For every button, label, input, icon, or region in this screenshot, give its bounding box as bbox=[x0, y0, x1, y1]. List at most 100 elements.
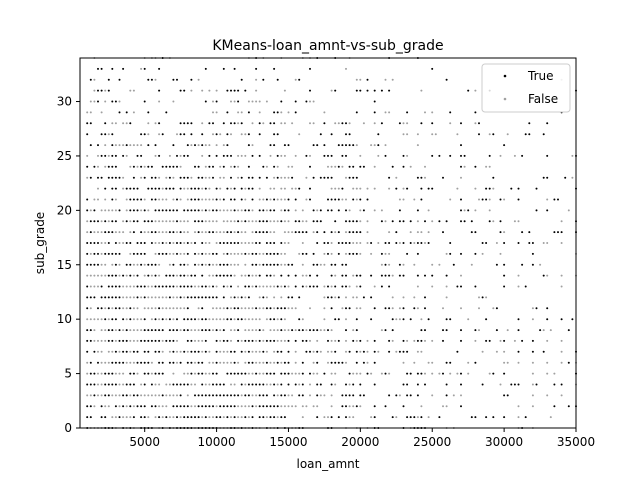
point-true bbox=[402, 307, 405, 310]
point-true bbox=[240, 122, 243, 125]
point-false bbox=[97, 372, 99, 375]
point-false bbox=[352, 329, 355, 332]
point-false bbox=[154, 154, 157, 157]
point-true bbox=[327, 242, 329, 244]
point-true bbox=[337, 296, 340, 299]
point-false bbox=[230, 263, 232, 266]
point-true bbox=[204, 67, 207, 70]
point-false bbox=[445, 405, 448, 408]
point-false bbox=[219, 361, 222, 364]
point-true bbox=[179, 361, 182, 364]
point-true bbox=[168, 209, 171, 212]
point-false bbox=[129, 394, 132, 397]
point-true bbox=[327, 296, 329, 299]
point-true bbox=[147, 165, 150, 168]
point-false bbox=[359, 187, 362, 190]
point-true bbox=[460, 339, 462, 342]
point-false bbox=[233, 100, 236, 103]
point-false bbox=[255, 78, 258, 81]
point-false bbox=[140, 329, 143, 332]
point-true bbox=[262, 405, 265, 408]
point-true bbox=[165, 187, 168, 190]
point-false bbox=[316, 209, 319, 212]
point-false bbox=[301, 405, 304, 408]
point-false bbox=[215, 89, 218, 92]
point-false bbox=[294, 329, 297, 332]
point-false bbox=[402, 361, 405, 364]
point-true bbox=[194, 220, 196, 223]
point-false bbox=[208, 274, 211, 277]
point-false bbox=[222, 361, 225, 364]
point-true bbox=[143, 220, 146, 223]
point-true bbox=[172, 405, 175, 408]
point-true bbox=[107, 165, 110, 168]
point-true bbox=[136, 285, 139, 288]
point-true bbox=[380, 274, 383, 277]
y-tick-label: 25 bbox=[57, 149, 72, 163]
point-true bbox=[402, 154, 405, 157]
point-true bbox=[201, 263, 204, 266]
point-true bbox=[150, 263, 153, 266]
point-true bbox=[517, 329, 520, 332]
point-false bbox=[373, 165, 376, 168]
point-true bbox=[402, 383, 405, 386]
point-true bbox=[269, 372, 272, 375]
point-true bbox=[273, 67, 276, 70]
point-false bbox=[215, 318, 218, 321]
point-true bbox=[384, 329, 387, 332]
point-true bbox=[287, 361, 290, 364]
point-false bbox=[258, 296, 261, 299]
point-false bbox=[247, 307, 250, 310]
point-true bbox=[251, 339, 254, 342]
point-true bbox=[183, 133, 186, 136]
point-false bbox=[100, 372, 103, 375]
point-false bbox=[438, 263, 441, 266]
point-true bbox=[273, 405, 276, 408]
point-true bbox=[460, 285, 462, 288]
point-false bbox=[380, 209, 383, 212]
point-true bbox=[312, 176, 315, 179]
point-false bbox=[503, 350, 506, 353]
point-false bbox=[395, 318, 398, 321]
point-false bbox=[183, 296, 186, 299]
point-true bbox=[341, 263, 344, 266]
point-true bbox=[557, 198, 559, 201]
point-true bbox=[89, 263, 92, 266]
point-false bbox=[161, 307, 164, 310]
point-true bbox=[276, 176, 279, 179]
point-false bbox=[104, 329, 107, 332]
point-false bbox=[165, 405, 168, 408]
point-true bbox=[107, 252, 110, 255]
point-true bbox=[309, 350, 311, 353]
point-false bbox=[158, 231, 161, 234]
point-true bbox=[567, 329, 570, 332]
point-false bbox=[474, 122, 477, 125]
point-false bbox=[330, 89, 333, 92]
point-false bbox=[276, 165, 279, 168]
point-false bbox=[233, 274, 236, 277]
point-true bbox=[438, 416, 441, 419]
point-true bbox=[388, 89, 391, 92]
point-true bbox=[416, 209, 419, 212]
point-false bbox=[129, 165, 132, 168]
point-true bbox=[323, 122, 326, 125]
point-false bbox=[377, 154, 380, 157]
point-true bbox=[215, 198, 218, 201]
point-false bbox=[488, 198, 491, 201]
point-true bbox=[176, 198, 178, 201]
point-false bbox=[449, 122, 452, 125]
point-false bbox=[183, 220, 186, 223]
point-false bbox=[312, 122, 315, 125]
point-true bbox=[449, 242, 452, 244]
point-true bbox=[118, 176, 121, 179]
point-true bbox=[190, 78, 193, 81]
point-false bbox=[194, 231, 196, 234]
point-true bbox=[287, 209, 290, 212]
point-true bbox=[154, 318, 157, 321]
point-false bbox=[413, 361, 416, 364]
point-true bbox=[114, 100, 117, 103]
point-false bbox=[567, 209, 570, 212]
point-false bbox=[542, 329, 545, 332]
point-false bbox=[125, 122, 128, 125]
point-true bbox=[442, 231, 444, 234]
